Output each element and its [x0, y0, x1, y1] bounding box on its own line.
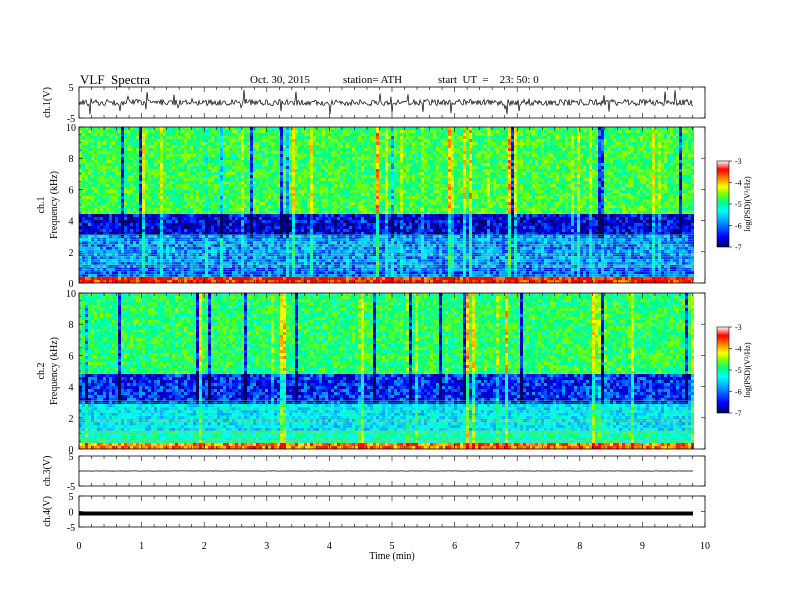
- ch1s-colorbar-label: log(PSD)(V²/Hz): [743, 176, 752, 232]
- xtick-label: 9: [640, 541, 645, 552]
- ch1s-ytick-label: 6: [69, 185, 74, 196]
- xtick-label: 2: [202, 541, 207, 552]
- colorbar-tick-label: -7: [735, 243, 742, 252]
- ch2s-ytick-label: 6: [69, 351, 74, 362]
- xtick-label: 0: [77, 541, 82, 552]
- ch2-spectrogram-cells: [79, 293, 694, 449]
- ch4w-ytick-label: 0: [69, 508, 74, 519]
- ch4w-ytick-label: -5: [67, 523, 75, 534]
- ch2s-ytick-label: 8: [69, 320, 74, 331]
- ch2s-channel-label: ch.2: [36, 363, 47, 380]
- ch2s-colorbar: [716, 326, 730, 414]
- ch1s-ytick-label: 2: [69, 248, 74, 259]
- ch2s-ytick-label: 2: [69, 414, 74, 425]
- plot-title: VLF Spectra: [80, 72, 150, 88]
- ch1s-frequency-label: Frequency (kHz): [49, 171, 60, 239]
- ch1-waveform-line: [78, 89, 693, 115]
- colorbar-tick-label: -3: [735, 323, 742, 332]
- ch1s-colorbar: [716, 160, 730, 248]
- colorbar-tick-label: -7: [735, 409, 742, 418]
- date-label: Oct. 30, 2015: [250, 74, 310, 86]
- ch4w-ylabel: ch.4(V): [42, 496, 53, 527]
- xtick-label: 5: [390, 541, 395, 552]
- station-label: station= ATH: [343, 74, 402, 86]
- colorbar-tick-label: -5: [735, 200, 742, 209]
- xtick-label: 6: [452, 541, 457, 552]
- colorbar-tick-label: -6: [735, 222, 742, 231]
- ch1s-ytick-label: 0: [69, 279, 74, 290]
- colorbar-tick-label: -5: [735, 366, 742, 375]
- colorbar-tick-label: -3: [735, 157, 742, 166]
- ch4w-ytick-label: 5: [69, 492, 74, 503]
- xtick-label: 1: [139, 541, 144, 552]
- colorbar-tick-label: -4: [735, 179, 742, 188]
- ch2s-ytick-label: 0: [69, 445, 74, 456]
- xtick-label: 7: [515, 541, 520, 552]
- ch1s-channel-label: ch.1: [36, 197, 47, 214]
- ch1w-ytick-label: 5: [69, 83, 74, 94]
- ch1s-ytick-label: 8: [69, 154, 74, 165]
- ch1w-ytick-label: -5: [67, 114, 75, 125]
- ch2s-colorbar-label: log(PSD)(V²/Hz): [743, 342, 752, 398]
- start-time-label: start UT = 23: 50: 0: [438, 74, 539, 86]
- ch1s-ytick-label: 10: [66, 123, 76, 134]
- xtick-label: 3: [264, 541, 269, 552]
- colorbar-tick-label: -4: [735, 345, 742, 354]
- xtick-label: 8: [577, 541, 582, 552]
- ch1w-ylabel: ch.1(V): [42, 87, 53, 118]
- xtick-label: 4: [327, 541, 332, 552]
- ch3w-ytick-label: -5: [67, 482, 75, 493]
- ch3w-ylabel: ch.3(V): [42, 456, 53, 487]
- ch1-spectrogram-cells: [79, 127, 694, 283]
- x-axis-label: Time (min): [369, 551, 414, 562]
- ch3w-ytick-label: 5: [69, 452, 74, 463]
- ch2s-ytick-label: 10: [66, 289, 76, 300]
- xtick-label: 10: [700, 541, 710, 552]
- ch2s-ytick-label: 4: [69, 383, 74, 394]
- colorbar-tick-label: -6: [735, 388, 742, 397]
- ch1s-ytick-label: 4: [69, 217, 74, 228]
- ch2s-frequency-label: Frequency (kHz): [49, 337, 60, 405]
